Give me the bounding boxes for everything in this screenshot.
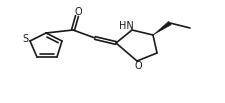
Text: S: S <box>22 34 28 44</box>
Text: HN: HN <box>119 21 133 31</box>
Text: O: O <box>74 7 82 17</box>
Text: O: O <box>134 61 142 71</box>
Polygon shape <box>153 21 171 35</box>
